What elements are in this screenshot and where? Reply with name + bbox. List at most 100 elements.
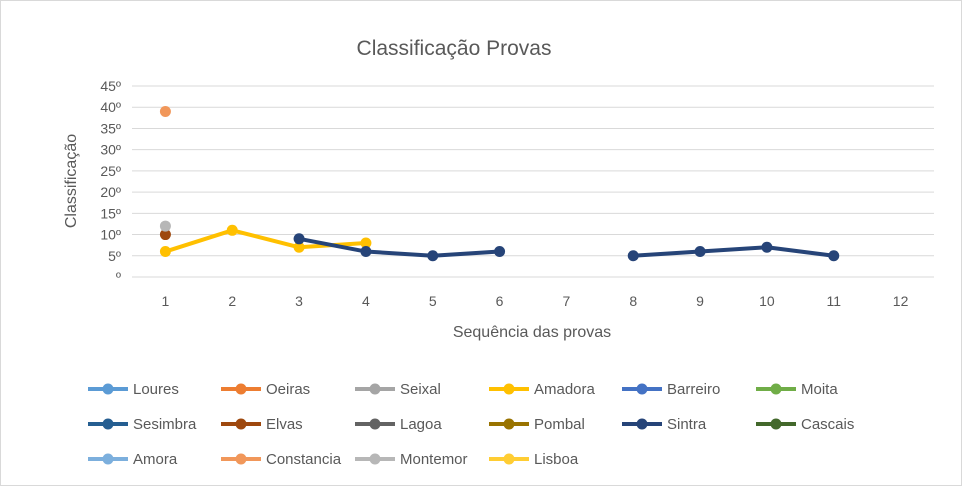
legend-marker: [636, 383, 648, 395]
series-line-segment: [430, 249, 502, 258]
legend-marker: [770, 418, 782, 430]
legend: Loures Oeiras Seixal Amadora Barreiro Moita Se…: [88, 381, 854, 468]
y-axis-title: Classificação: [63, 134, 80, 228]
legend-marker: [235, 418, 247, 430]
legend-label: Montemor: [400, 451, 468, 468]
data-point-amadora: [159, 246, 171, 258]
y-tick-label: 25º: [100, 163, 121, 179]
x-tick-label: 8: [629, 293, 637, 309]
data-point-montemor: [159, 220, 171, 232]
y-tick-label: 5º: [108, 248, 121, 264]
x-tick-label: 5: [429, 293, 437, 309]
data-point-sintra: [293, 233, 305, 245]
x-axis-title: Sequência das provas: [453, 324, 611, 341]
legend-item-lisboa: Lisboa: [489, 451, 579, 468]
legend-item-cascais: Cascais: [756, 416, 854, 433]
data-point-amadora: [360, 237, 372, 249]
series-line-segment: [363, 249, 435, 258]
data-point-sintra: [828, 250, 840, 262]
data-point-constancia: [159, 105, 171, 117]
x-axis-ticks: 1 2 3 4 5 6 7 8 9 10 11 12: [162, 293, 909, 309]
y-tick-label: 30º: [100, 142, 121, 158]
x-tick-label: 10: [759, 293, 775, 309]
legend-item-oeiras: Oeiras: [221, 381, 310, 398]
gridlines: [132, 85, 934, 278]
y-tick-label: 15º: [100, 205, 121, 221]
series-line-segment: [230, 228, 302, 250]
data-point-sintra: [360, 246, 372, 258]
legend-label: Seixal: [400, 381, 441, 398]
series-layer: [159, 105, 840, 262]
x-tick-label: 11: [826, 293, 841, 309]
legend-item-amora: Amora: [88, 451, 178, 468]
chart-title: Classificação Provas: [357, 37, 552, 60]
x-tick-label: 2: [228, 293, 236, 309]
x-tick-label: 12: [893, 293, 909, 309]
series-elvas: [159, 229, 171, 241]
x-tick-label: 7: [563, 293, 571, 309]
x-tick-label: 1: [162, 293, 170, 309]
legend-item-elvas: Elvas: [221, 416, 303, 433]
series-line-segment: [698, 245, 769, 254]
series-line-segment: [163, 228, 235, 254]
legend-item-barreiro: Barreiro: [622, 381, 720, 398]
x-tick-label: 6: [496, 293, 504, 309]
series-sintra: [293, 233, 840, 262]
series-amadora: [159, 224, 372, 258]
legend-label: Lagoa: [400, 416, 442, 433]
legend-label: Loures: [133, 381, 179, 398]
data-point-sintra: [427, 250, 439, 262]
legend-marker: [503, 418, 515, 430]
legend-label: Constancia: [266, 451, 342, 468]
data-point-elvas: [159, 229, 171, 241]
legend-label: Pombal: [534, 416, 585, 433]
x-tick-label: 9: [696, 293, 704, 309]
x-tick-label: 4: [362, 293, 370, 309]
legend-marker: [369, 383, 381, 395]
legend-marker: [235, 383, 247, 395]
legend-marker: [503, 453, 515, 465]
data-point-amadora: [293, 241, 305, 253]
legend-label: Barreiro: [667, 381, 720, 398]
data-point-sintra: [694, 246, 706, 258]
legend-item-amadora: Amadora: [489, 381, 596, 398]
legend-item-loures: Loures: [88, 381, 179, 398]
legend-item-constancia: Constancia: [221, 451, 342, 468]
legend-label: Sesimbra: [133, 416, 197, 433]
y-axis-ticks: º 5º 10º 15º 20º 25º 30º 35º 40º 45º: [100, 78, 121, 285]
legend-item-pombal: Pombal: [489, 416, 585, 433]
y-tick-label: 40º: [100, 99, 121, 115]
legend-label: Moita: [801, 381, 838, 398]
legend-item-lagoa: Lagoa: [355, 416, 442, 433]
legend-marker: [235, 453, 247, 465]
legend-marker: [369, 453, 381, 465]
legend-item-moita: Moita: [756, 381, 838, 398]
legend-label: Elvas: [266, 416, 303, 433]
legend-marker: [102, 383, 114, 395]
y-tick-label: 20º: [100, 184, 121, 200]
legend-marker: [770, 383, 782, 395]
legend-item-seixal: Seixal: [355, 381, 441, 398]
legend-label: Amadora: [534, 381, 596, 398]
data-point-amadora: [226, 224, 238, 236]
legend-marker: [102, 453, 114, 465]
series-line-segment: [764, 245, 836, 258]
legend-label: Cascais: [801, 416, 854, 433]
data-point-sintra: [494, 246, 506, 258]
y-tick-label: 10º: [100, 227, 121, 243]
legend-label: Lisboa: [534, 451, 579, 468]
legend-marker: [102, 418, 114, 430]
legend-item-sintra: Sintra: [622, 416, 707, 433]
legend-marker: [369, 418, 381, 430]
series-montemor: [159, 220, 171, 232]
legend-label: Amora: [133, 451, 178, 468]
legend-item-sesimbra: Sesimbra: [88, 416, 197, 433]
y-tick-label: 35º: [100, 120, 121, 136]
series-line-segment: [631, 249, 703, 258]
series-line-segment: [297, 236, 368, 254]
legend-item-montemor: Montemor: [355, 451, 468, 468]
data-point-sintra: [627, 250, 639, 262]
legend-marker: [636, 418, 648, 430]
